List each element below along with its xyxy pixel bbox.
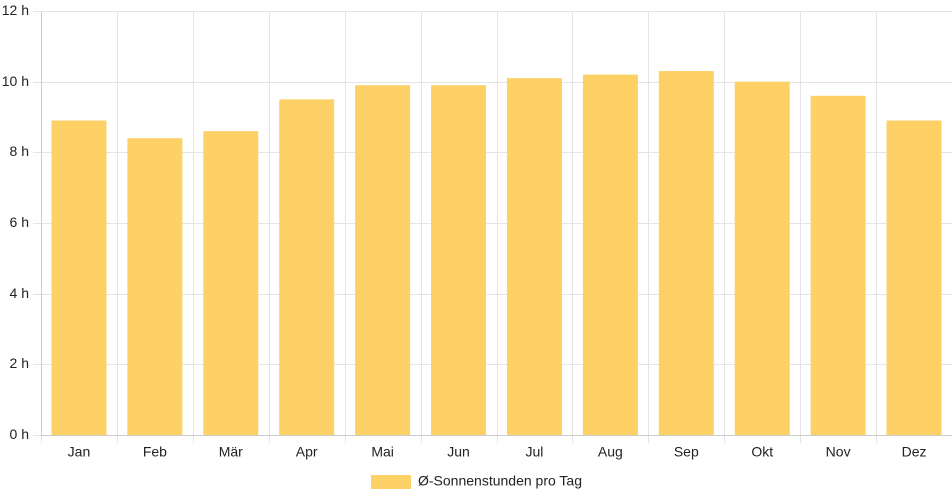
x-tick-label: Aug xyxy=(598,444,623,460)
legend[interactable]: Ø-Sonnenstunden pro Tag xyxy=(371,473,582,489)
x-tick-label: Mär xyxy=(219,444,243,460)
axes: 0 h 2 h 4 h 6 h 8 h 10 h 12 h Jan Feb Mär Apr Mai Ju… xyxy=(2,2,952,460)
bars xyxy=(51,71,942,436)
y-tick-label: 0 h xyxy=(10,426,29,442)
x-tick-label: Dez xyxy=(902,444,927,460)
x-tick-label: Mai xyxy=(371,444,394,460)
y-tick-label: 4 h xyxy=(10,285,29,301)
y-tick-label: 6 h xyxy=(10,214,29,230)
y-tick-label: 10 h xyxy=(2,73,29,89)
bar-dez[interactable] xyxy=(886,120,942,436)
x-tick-label: Jun xyxy=(447,444,470,460)
bar-okt[interactable] xyxy=(734,81,790,436)
grid-lines xyxy=(33,11,952,443)
x-tick-label: Nov xyxy=(826,444,851,460)
bar-mär[interactable] xyxy=(203,131,259,435)
x-tick-label: Okt xyxy=(751,444,773,460)
x-tick-label: Apr xyxy=(296,444,318,460)
bar-aug[interactable] xyxy=(582,74,638,435)
bar-feb[interactable] xyxy=(127,138,183,435)
bar-jun[interactable] xyxy=(431,85,487,435)
y-tick-label: 8 h xyxy=(10,143,29,159)
y-tick-label: 2 h xyxy=(10,355,29,371)
bar-apr[interactable] xyxy=(279,99,335,435)
bar-sep[interactable] xyxy=(658,71,714,436)
x-tick-label: Feb xyxy=(143,444,167,460)
bar-mai[interactable] xyxy=(355,85,411,435)
x-tick-label: Jul xyxy=(526,444,544,460)
legend-label[interactable]: Ø-Sonnenstunden pro Tag xyxy=(418,473,582,489)
x-tick-label: Sep xyxy=(674,444,699,460)
bar-nov[interactable] xyxy=(810,95,866,436)
x-tick-label: Jan xyxy=(68,444,91,460)
bar-jan[interactable] xyxy=(51,120,107,436)
bar-jul[interactable] xyxy=(506,78,562,435)
legend-swatch[interactable] xyxy=(371,475,411,489)
y-tick-label: 12 h xyxy=(2,2,29,18)
